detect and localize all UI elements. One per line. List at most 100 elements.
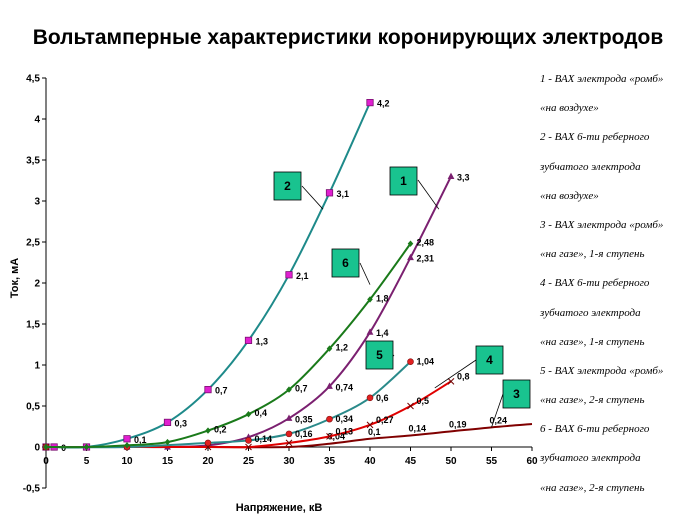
- data-point-6: [367, 296, 373, 303]
- data-point-6: [245, 411, 252, 418]
- data-label-4: 0,8: [457, 371, 470, 381]
- data-label-2: 0,3: [175, 418, 188, 428]
- callout-label-2: 2: [284, 179, 291, 193]
- y-tick-label: 1: [34, 361, 40, 372]
- legend-line: зубчатого электрода: [540, 452, 641, 465]
- data-point-5: [326, 415, 333, 423]
- data-label-2: 3,1: [337, 189, 350, 199]
- callout-box-5: [365, 340, 394, 370]
- data-point-6: [164, 438, 171, 446]
- data-point-1: [407, 253, 414, 261]
- data-point-4: [366, 421, 374, 429]
- x-tick-label: 25: [243, 456, 255, 467]
- legend-line: зубчатого электрода: [540, 160, 641, 173]
- data-point-1: [285, 414, 293, 421]
- data-label-5: 0,34: [336, 414, 354, 424]
- callout-box-4: [475, 345, 504, 375]
- data-point-5: [245, 437, 252, 444]
- x-marker-stroke: [285, 439, 293, 447]
- y-tick-label: 3: [34, 197, 40, 208]
- y-tick-label: 0: [34, 443, 40, 454]
- legend-line: 1 - ВАХ электрода «ромб»: [540, 73, 664, 85]
- legend-line: «на газе», 1-я ступень: [540, 248, 645, 261]
- data-label-4: 0,5: [417, 396, 430, 406]
- data-label-2: 0,7: [215, 386, 228, 396]
- y-tick-label: 2,5: [26, 238, 40, 249]
- data-point-6: [124, 442, 130, 449]
- chart-title: Вольтамперные характеристики коронирующи…: [32, 26, 664, 49]
- callout-leader-2: [301, 185, 324, 210]
- data-label-2: 2,1: [296, 271, 309, 281]
- callout-label-5: 5: [376, 348, 383, 362]
- data-point-6: [83, 443, 90, 451]
- x-tick-label: 5: [84, 456, 90, 467]
- data-point-2: [285, 271, 293, 279]
- data-point-4: [407, 402, 414, 410]
- data-point-2: [163, 418, 172, 427]
- y-tick-label: 3,5: [26, 156, 40, 167]
- data-label-1: 1,4: [376, 328, 389, 338]
- x-tick-label: 40: [364, 456, 376, 467]
- data-label-2: 0,1: [134, 435, 147, 445]
- legend-line: 5 - ВАХ электрода «ромб»: [540, 364, 664, 377]
- data-label-4: 0,13: [336, 426, 354, 436]
- callout-label-6: 6: [342, 256, 349, 270]
- data-point-1: [447, 172, 455, 179]
- x-marker-stroke: [407, 402, 414, 410]
- x-tick-label: 60: [526, 456, 538, 467]
- callout-leader-6: [359, 262, 371, 285]
- legend-line: «на воздухе»: [540, 189, 599, 202]
- data-point-6: [205, 427, 211, 434]
- data-point-5: [204, 439, 212, 447]
- legend-line: «на газе», 2-я ступень: [540, 394, 645, 407]
- x-tick-label: 10: [121, 456, 133, 467]
- y-tick-label: 0,5: [26, 402, 40, 413]
- data-point-6: [326, 345, 333, 352]
- callout-box-2: [273, 171, 302, 201]
- x-marker-stroke: [326, 432, 333, 440]
- callout-label-3: 3: [513, 387, 520, 401]
- data-label-3: 0,1: [368, 427, 381, 437]
- x-marker-stroke: [366, 421, 374, 429]
- x-tick-label: 50: [445, 456, 457, 467]
- callout-leader-3: [491, 393, 504, 428]
- data-label-1: 0,74: [336, 382, 354, 392]
- data-point-2: [204, 385, 212, 394]
- data-label-3: 0,14: [409, 424, 427, 434]
- y-tick-label: 4: [34, 115, 40, 126]
- data-point-1: [326, 382, 333, 389]
- legend-line: 4 - ВАХ 6-ти реберного: [540, 277, 650, 290]
- data-point-6: [43, 443, 49, 451]
- legend: 1 - ВАХ электрода «ромб» «на воздухе» 2 - …: [540, 72, 690, 510]
- x-tick-label: 55: [486, 456, 498, 467]
- callout-label-1: 1: [400, 174, 407, 188]
- data-point-2: [366, 99, 374, 107]
- callout-label-4: 4: [486, 353, 493, 367]
- series-line-5: [45, 360, 412, 449]
- data-label-6: 0,2: [214, 425, 227, 435]
- legend-line: 3 - ВАХ электрода «ромб»: [540, 218, 664, 231]
- data-label-6: 1,8: [376, 293, 389, 303]
- legend-line: «на воздухе»: [540, 102, 599, 115]
- data-label-6: 0,4: [255, 408, 268, 418]
- x-marker-stroke: [447, 378, 455, 385]
- x-tick-label: 15: [162, 456, 174, 467]
- data-point-4: [285, 439, 293, 447]
- x-tick-label: 30: [283, 456, 295, 467]
- data-label-6: 1,2: [336, 343, 349, 353]
- callout-box-6: [331, 248, 360, 278]
- legend-line: «на газе», 1-я ступень: [540, 335, 645, 348]
- y-tick-label: 1,5: [26, 320, 40, 331]
- x-tick-label: 35: [324, 456, 336, 467]
- data-label-3: 0,19: [449, 419, 467, 429]
- data-point-1: [366, 328, 374, 335]
- data-point-6: [286, 386, 292, 393]
- data-point-2: [325, 189, 334, 197]
- data-label-5: 0,6: [376, 393, 389, 403]
- data-label-3: 0,24: [490, 415, 508, 425]
- x-tick-label: 20: [202, 456, 214, 467]
- y-tick-label: 4,5: [26, 74, 40, 85]
- data-point-4: [245, 443, 252, 451]
- data-label-6: 2,48: [417, 238, 435, 248]
- callout-leader-1: [417, 179, 440, 210]
